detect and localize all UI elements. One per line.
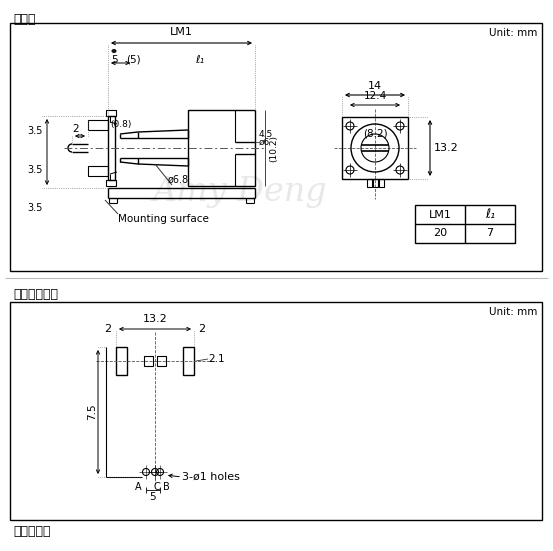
Text: 12.4: 12.4 bbox=[363, 91, 387, 101]
Bar bbox=[188, 110, 255, 186]
Text: LM1: LM1 bbox=[170, 27, 193, 37]
Text: (5): (5) bbox=[126, 55, 140, 65]
Text: C: C bbox=[154, 482, 160, 492]
Bar bbox=[378, 179, 383, 187]
Text: 14: 14 bbox=[368, 81, 382, 91]
Text: 7.5: 7.5 bbox=[87, 404, 97, 420]
Text: 外形图: 外形图 bbox=[13, 13, 35, 26]
Text: ℓ₁: ℓ₁ bbox=[195, 55, 205, 65]
Bar bbox=[10, 302, 542, 520]
Text: (0.8): (0.8) bbox=[110, 120, 132, 129]
Text: 2.1: 2.1 bbox=[208, 354, 225, 364]
Bar bbox=[88, 120, 108, 130]
Text: 13.2: 13.2 bbox=[434, 143, 459, 153]
Bar bbox=[144, 356, 153, 366]
Text: 5: 5 bbox=[112, 55, 118, 65]
Text: ø6.8: ø6.8 bbox=[168, 175, 189, 185]
Bar bbox=[108, 116, 115, 180]
Text: Unit: mm: Unit: mm bbox=[489, 307, 537, 317]
Text: Amy Deng: Amy Deng bbox=[153, 176, 327, 208]
Text: LM1: LM1 bbox=[429, 209, 451, 219]
Text: 2: 2 bbox=[105, 324, 112, 334]
Bar bbox=[157, 356, 166, 366]
Text: 20: 20 bbox=[433, 229, 447, 239]
Bar bbox=[342, 117, 408, 179]
Text: B: B bbox=[163, 482, 169, 492]
Text: 4.5: 4.5 bbox=[259, 130, 273, 139]
Text: Unit: mm: Unit: mm bbox=[489, 28, 537, 38]
Bar bbox=[88, 166, 108, 176]
Text: 5: 5 bbox=[150, 492, 156, 502]
Text: Mounting surface: Mounting surface bbox=[118, 214, 209, 224]
Bar bbox=[415, 205, 515, 243]
Text: A: A bbox=[135, 482, 142, 492]
Text: 安装孔尺寸图: 安装孔尺寸图 bbox=[13, 288, 58, 301]
Bar bbox=[10, 23, 542, 271]
Bar bbox=[367, 179, 372, 187]
Bar bbox=[106, 180, 116, 186]
Text: (8.2): (8.2) bbox=[363, 128, 387, 138]
Text: 自安装面看: 自安装面看 bbox=[13, 525, 50, 538]
Text: 3-ø1 holes: 3-ø1 holes bbox=[182, 472, 240, 482]
Bar bbox=[373, 179, 378, 187]
Text: (10.2): (10.2) bbox=[269, 134, 278, 161]
Text: 7: 7 bbox=[487, 229, 494, 239]
Text: 2: 2 bbox=[199, 324, 206, 334]
Text: 13.2: 13.2 bbox=[143, 314, 168, 324]
Bar bbox=[106, 110, 116, 116]
Text: 3.5: 3.5 bbox=[27, 165, 43, 175]
Text: ℓ₁: ℓ₁ bbox=[485, 208, 495, 221]
Bar bbox=[116, 347, 127, 375]
Text: 3.5: 3.5 bbox=[27, 203, 43, 213]
Text: ø6: ø6 bbox=[259, 138, 270, 147]
Text: 2: 2 bbox=[72, 124, 79, 134]
Text: 3.5: 3.5 bbox=[27, 126, 43, 136]
Bar bbox=[183, 347, 194, 375]
